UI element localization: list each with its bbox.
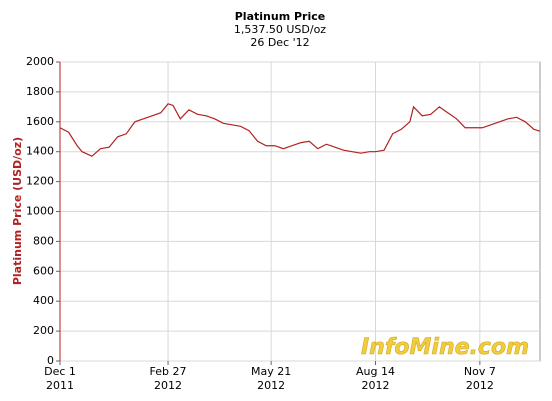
chart-title: Platinum Price <box>235 10 325 23</box>
x-tick-year: 2012 <box>257 379 285 392</box>
y-tick-label: 200 <box>33 324 54 337</box>
chart-subtitle: 1,537.50 USD/oz <box>234 23 326 36</box>
y-tick-label: 2000 <box>26 55 54 68</box>
y-tick-label: 1200 <box>26 175 54 188</box>
y-tick-label: 1400 <box>26 145 54 158</box>
y-tick-label: 1600 <box>26 115 54 128</box>
y-tick-label: 600 <box>33 264 54 277</box>
y-tick-label: 0 <box>47 354 54 367</box>
y-tick-label: 1000 <box>26 205 54 218</box>
x-tick-label: Nov 7 <box>464 365 496 378</box>
x-tick-label: May 21 <box>251 365 291 378</box>
y-tick-label: 800 <box>33 234 54 247</box>
x-tick-label: Aug 14 <box>356 365 395 378</box>
x-tick-year: 2012 <box>361 379 389 392</box>
y-tick-label: 400 <box>33 294 54 307</box>
price-line <box>59 103 541 157</box>
x-tick-year: 2011 <box>46 379 74 392</box>
watermark: InfoMine.com <box>361 335 529 360</box>
y-axis-label: Platinum Price (USD/oz) <box>11 137 24 285</box>
x-tick-label: Feb 27 <box>150 365 187 378</box>
y-tick-label: 1800 <box>26 85 54 98</box>
x-tick-year: 2012 <box>466 379 494 392</box>
x-tick-label: Dec 1 <box>44 365 76 378</box>
chart-date: 26 Dec '12 <box>250 36 309 49</box>
x-tick-year: 2012 <box>154 379 182 392</box>
